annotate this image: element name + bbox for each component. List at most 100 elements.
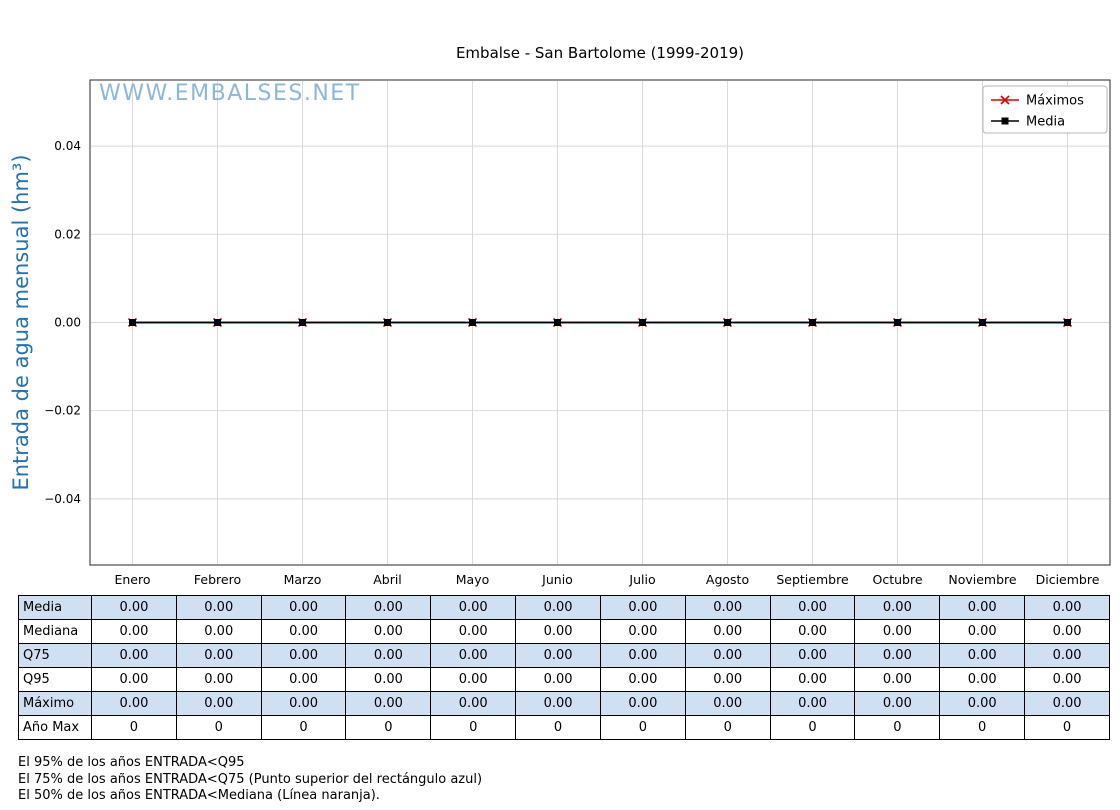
y-tick-label: 0.00 (54, 316, 81, 330)
x-tick-label: Junio (541, 572, 573, 587)
table-cell: 0.00 (1024, 595, 1110, 620)
row-label: Mediana (18, 619, 92, 644)
table-row-mediana: Mediana 0.00 0.00 0.00 0.00 0.00 0.00 0.00 0.00 0… (18, 619, 1110, 644)
table-cell: 0.00 (430, 619, 517, 644)
table-cell: 0.00 (91, 643, 177, 668)
table-cell: 0.00 (345, 643, 432, 668)
table-cell: 0.00 (175, 643, 262, 668)
table-cell: 0 (599, 715, 686, 740)
table-cell: 0.00 (599, 691, 686, 716)
table-cell: 0.00 (939, 619, 1026, 644)
table-cell: 0.00 (345, 619, 432, 644)
table-cell: 0.00 (769, 643, 856, 668)
x-tick-label: Diciembre (1036, 572, 1100, 587)
marker-media (299, 319, 306, 326)
table-cell: 0.00 (599, 619, 686, 644)
table-cell: 0.00 (769, 667, 856, 692)
table-cell: 0.00 (345, 667, 432, 692)
table-cell: 0.00 (345, 595, 432, 620)
table-cell: 0.00 (430, 643, 517, 668)
table-cell: 0.00 (684, 691, 771, 716)
marker-media (214, 319, 221, 326)
footer-line: El 75% de los años ENTRADA<Q75 (Punto su… (18, 771, 483, 787)
table-row-media: Media 0.00 0.00 0.00 0.00 0.00 0.00 0.00 0.00 0.0… (18, 595, 1110, 620)
table-cell: 0 (939, 715, 1026, 740)
marker-media (894, 319, 901, 326)
marker-media (979, 319, 986, 326)
table-cell: 0.00 (769, 619, 856, 644)
table-cell: 0.00 (91, 667, 177, 692)
legend-label-media: Media (1026, 115, 1065, 130)
x-tick-label: Abril (373, 572, 402, 587)
table-cell: 0.00 (1024, 691, 1110, 716)
table-cell: 0 (430, 715, 517, 740)
table-cell: 0.00 (515, 643, 601, 668)
x-tick-label: Enero (114, 572, 150, 587)
table-cell: 0.00 (515, 667, 601, 692)
marker-media (554, 319, 561, 326)
table-cell: 0.00 (175, 667, 262, 692)
table-cell: 0 (515, 715, 601, 740)
table-cell: 0.00 (1024, 667, 1110, 692)
table-cell: 0.00 (1024, 643, 1110, 668)
table-cell: 0.00 (599, 643, 686, 668)
stats-table: Media 0.00 0.00 0.00 0.00 0.00 0.00 0.00 0.00 0.0… (18, 595, 1110, 740)
table-cell: 0.00 (175, 691, 262, 716)
table-row-q75: Q75 0.00 0.00 0.00 0.00 0.00 0.00 0.00 0.00 0.00 0… (18, 643, 1110, 668)
row-label: Media (18, 595, 92, 620)
x-tick-label: Mayo (456, 572, 490, 587)
row-label: Q95 (18, 667, 92, 692)
table-row-q95: Q95 0.00 0.00 0.00 0.00 0.00 0.00 0.00 0.00 0.00 0… (18, 667, 1110, 692)
table-cell: 0.00 (854, 691, 941, 716)
table-cell: 0 (260, 715, 347, 740)
table-cell: 0.00 (939, 691, 1026, 716)
footer-line: El 95% de los años ENTRADA<Q95 (18, 755, 245, 770)
table-cell: 0.00 (515, 595, 601, 620)
table-cell: 0 (684, 715, 771, 740)
table-cell: 0.00 (684, 667, 771, 692)
y-axis-label: Entrada de agua mensual (hm³) (9, 154, 33, 490)
table-cell: 0.00 (599, 667, 686, 692)
table-cell: 0.00 (91, 691, 177, 716)
table-cell: 0.00 (599, 595, 686, 620)
x-tick-label: Octubre (872, 572, 922, 587)
table-cell: 0.00 (939, 667, 1026, 692)
marker-media (129, 319, 136, 326)
y-tick-label: −0.04 (44, 492, 81, 506)
table-cell: 0.00 (260, 643, 347, 668)
table-cell: 0.00 (769, 595, 856, 620)
table-cell: 0.00 (684, 643, 771, 668)
table-cell: 0.00 (939, 595, 1026, 620)
table-cell: 0.00 (175, 619, 262, 644)
legend-marker-maximos (1000, 95, 1010, 105)
table-cell: 0.00 (1024, 619, 1110, 644)
x-tick-label: Febrero (194, 572, 241, 587)
y-tick-label: 0.04 (54, 139, 81, 153)
table-cell: 0.00 (939, 643, 1026, 668)
table-cell: 0 (345, 715, 432, 740)
table-cell: 0.00 (515, 691, 601, 716)
table-cell: 0.00 (854, 595, 941, 620)
marker-media (724, 319, 731, 326)
table-cell: 0.00 (91, 595, 177, 620)
table-cell: 0.00 (684, 595, 771, 620)
x-tick-label: Julio (628, 572, 655, 587)
table-cell: 0 (175, 715, 262, 740)
plot-border (89, 79, 1111, 566)
table-cell: 0.00 (175, 595, 262, 620)
plot-area: 0.04 0.02 0.00 −0.02 −0.04 Enero Febrero Marzo A… (9, 79, 1111, 587)
table-cell: 0 (854, 715, 941, 740)
table-cell: 0.00 (260, 667, 347, 692)
table-cell: 0.00 (430, 691, 517, 716)
table-cell: 0.00 (430, 667, 517, 692)
watermark: WWW.EMBALSES.NET (99, 81, 361, 106)
table-cell: 0.00 (515, 619, 601, 644)
table-cell: 0.00 (91, 619, 177, 644)
table-cell: 0.00 (684, 619, 771, 644)
marker-media (469, 319, 476, 326)
table-cell: 0.00 (769, 691, 856, 716)
y-tick-label: −0.02 (44, 404, 81, 418)
table-cell: 0 (91, 715, 177, 740)
table-cell: 0.00 (260, 691, 347, 716)
x-tick-label: Noviembre (948, 572, 1017, 587)
